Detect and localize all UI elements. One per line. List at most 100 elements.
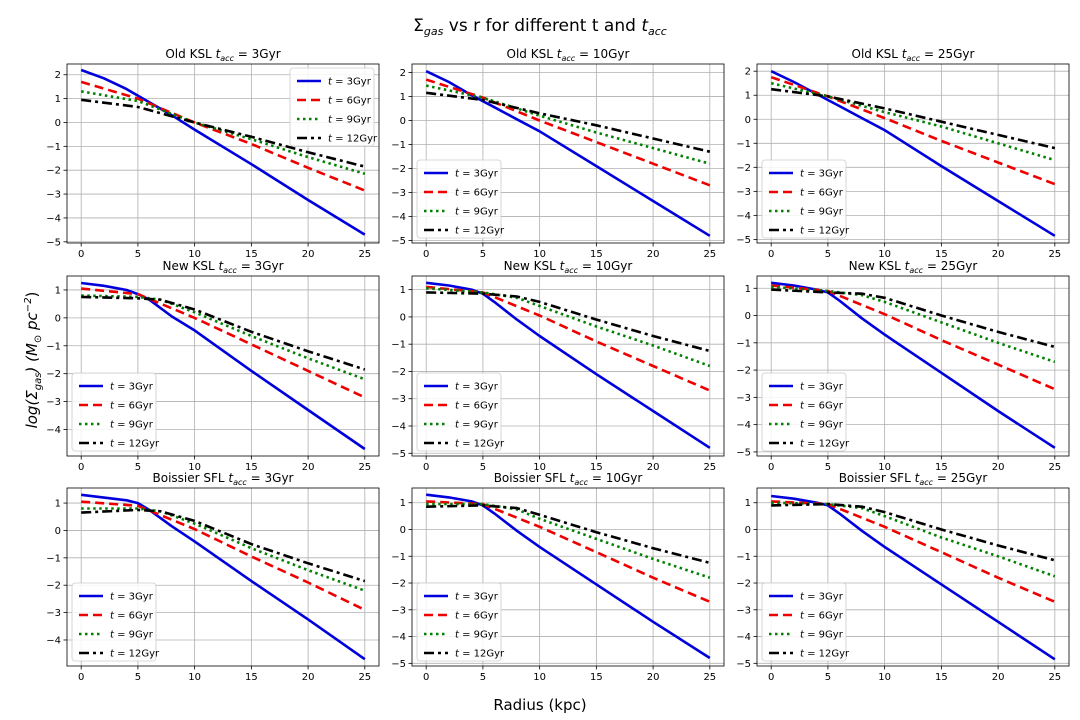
y-tick-label: −3 (736, 187, 751, 198)
y-axis-label: log(Σgas) (M⊙ pc−2) (23, 292, 44, 429)
axes-frame (411, 275, 725, 457)
axes-frame (66, 275, 380, 457)
axes-frame (66, 487, 380, 667)
legend: t = 3Gyr t = 6Gyr t = 9Gyr t = 12Gyr (416, 582, 505, 662)
subplot-title: Boissier SFL tacc = 25Gyr (839, 471, 988, 487)
x-tick-label: 20 (647, 249, 660, 260)
y-tick-label: 1 (400, 285, 406, 296)
axes-frame (66, 63, 380, 244)
x-tick-label: 25 (1048, 249, 1061, 260)
axes-frame (411, 487, 725, 667)
legend-label: t = 9Gyr (800, 630, 844, 641)
series-line-9gyr (81, 294, 366, 381)
data-lines (771, 281, 1056, 449)
series-line-3gyr (81, 493, 366, 661)
series-line-12gyr (426, 504, 711, 565)
y-tick-label: −4 (391, 632, 406, 643)
series-line-3gyr (426, 281, 711, 449)
y-tick-label: −4 (391, 212, 406, 223)
data-lines (81, 281, 366, 451)
legend-label: t = 12Gyr (800, 226, 850, 237)
legend-label: t = 12Gyr (800, 439, 850, 450)
axes-frame (756, 63, 1070, 244)
x-tick-label: 0 (78, 672, 84, 683)
y-tick-label: −2 (46, 166, 61, 177)
y-tick-label: −1 (46, 142, 61, 153)
subplot-panel: 0 5 10 15 20 25 −5 −4 −3 −2 −1 0 1 New KSL tacc = 10G… (391, 259, 725, 473)
x-tick-label: 0 (78, 462, 84, 473)
x-tick-label: 15 (935, 672, 948, 683)
y-tick-label: 0 (400, 116, 406, 127)
x-tick-label: 10 (533, 249, 546, 260)
x-tick-label: 25 (703, 249, 716, 260)
x-tick-label: 5 (480, 672, 486, 683)
y-tick-label: −2 (391, 579, 406, 590)
x-tick-label: 15 (590, 249, 603, 260)
series-line-9gyr (771, 501, 1056, 578)
series-line-12gyr (81, 98, 366, 168)
x-tick-label: 25 (358, 462, 371, 473)
series-line-12gyr (81, 508, 366, 583)
legend-box (761, 159, 847, 239)
y-tick-label: −3 (46, 190, 61, 201)
y-tick-label: −3 (46, 608, 61, 619)
legend-box (71, 582, 157, 662)
x-tick-label: 0 (768, 462, 774, 473)
x-tick-label: 20 (992, 672, 1005, 683)
legend-label: t = 6Gyr (455, 401, 499, 412)
series-line-9gyr (81, 507, 366, 592)
legend-label: t = 3Gyr (800, 169, 844, 180)
x-tick-label: 20 (647, 462, 660, 473)
legend-label: t = 9Gyr (800, 420, 844, 431)
y-tick-label: −2 (391, 164, 406, 175)
legend-label: t = 12Gyr (110, 439, 160, 450)
legend-label: t = 6Gyr (800, 611, 844, 622)
y-tick-label: 0 (745, 311, 751, 322)
x-axis-label: Radius (kpc) (493, 696, 586, 714)
x-tick-label: 5 (135, 249, 141, 260)
y-tick-label: 1 (55, 94, 61, 105)
y-tick-label: −3 (391, 605, 406, 616)
x-tick-label: 25 (1048, 462, 1061, 473)
legend-label: t = 9Gyr (110, 420, 154, 431)
y-tick-label: −4 (46, 635, 61, 646)
legend-label: t = 6Gyr (455, 188, 499, 199)
y-tick-label: −2 (46, 581, 61, 592)
y-tick-label: −1 (46, 341, 61, 352)
legend-label: t = 6Gyr (455, 611, 499, 622)
subplot-title: Old KSL tacc = 10Gyr (507, 47, 630, 63)
x-tick-label: 5 (825, 672, 831, 683)
y-tick-label: −2 (391, 367, 406, 378)
grid-lines (412, 488, 724, 666)
x-tick-label: 15 (935, 462, 948, 473)
y-tick-label: 0 (55, 526, 61, 537)
legend-label: t = 12Gyr (455, 226, 505, 237)
y-tick-label: −2 (736, 366, 751, 377)
x-tick-label: 10 (878, 672, 891, 683)
x-tick-label: 25 (358, 249, 371, 260)
figure-title: Σgas vs r for different t and tacc (413, 16, 667, 38)
x-tick-label: 10 (188, 249, 201, 260)
legend: t = 3Gyr t = 6Gyr t = 9Gyr t = 12Gyr (71, 372, 160, 452)
y-tick-label: −1 (391, 140, 406, 151)
legend-box (761, 372, 847, 452)
x-tick-label: 10 (878, 249, 891, 260)
y-tick-label: −4 (736, 211, 751, 222)
y-tick-label: 1 (55, 499, 61, 510)
series-line-6gyr (80, 80, 366, 192)
data-lines (80, 68, 366, 236)
x-tick-label: 0 (423, 462, 429, 473)
y-tick-label: −1 (46, 553, 61, 564)
series-line-12gyr (771, 87, 1056, 150)
subplot-title: Boissier SFL tacc = 3Gyr (153, 471, 294, 487)
y-tick-label: −4 (46, 425, 61, 436)
x-tick-label: 10 (188, 672, 201, 683)
y-tick-label: −1 (391, 552, 406, 563)
x-tick-label: 10 (188, 462, 201, 473)
series-line-3gyr (426, 493, 711, 660)
subplot-title: Old KSL tacc = 3Gyr (165, 47, 280, 63)
y-tick-label: −3 (391, 394, 406, 405)
series-line-12gyr (771, 288, 1056, 349)
legend: t = 3Gyr t = 6Gyr t = 9Gyr t = 12Gyr (761, 582, 850, 662)
x-tick-label: 15 (245, 462, 258, 473)
